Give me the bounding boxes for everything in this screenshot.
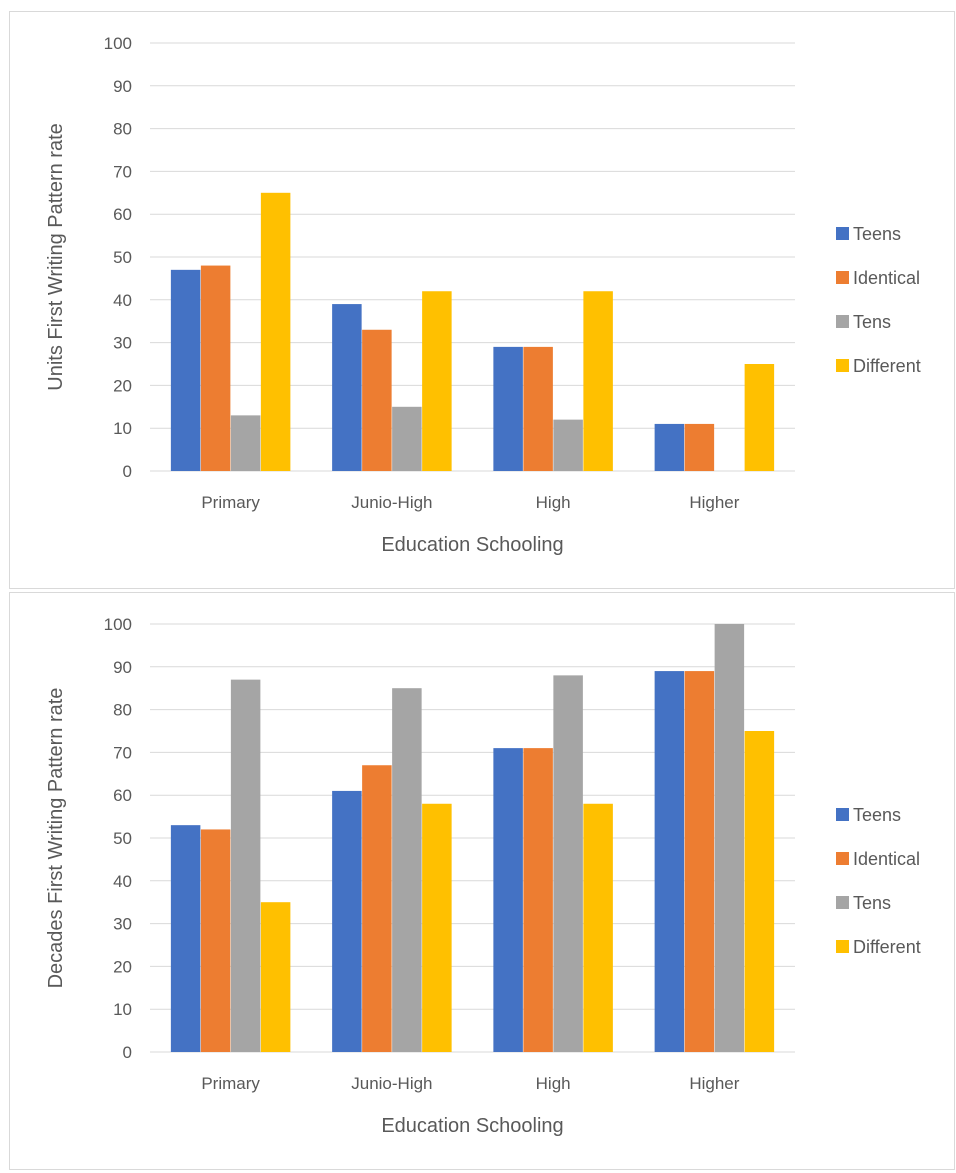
legend-label-identical: Identical: [853, 849, 920, 869]
x-tick-label: Junio-High: [351, 493, 432, 512]
y-tick-label: 10: [113, 1000, 132, 1019]
chart-panel-decades: 0 10 20 30 40 50 60 70 80 90 100 Primary Junio-High H…: [9, 592, 955, 1170]
y-tick-label: 10: [113, 419, 132, 438]
legend-label-tens: Tens: [853, 893, 891, 913]
x-axis-label: Education Schooling: [381, 1115, 563, 1137]
y-tick-label: 20: [113, 376, 132, 395]
y-tick-label: 50: [113, 829, 132, 848]
y-tick-label: 30: [113, 915, 132, 934]
y-tick-label: 100: [104, 34, 132, 53]
bar-identical-high: [523, 748, 553, 1052]
y-tick-label: 80: [113, 701, 132, 720]
legend-label-teens: Teens: [853, 805, 901, 825]
y-tick-label: 80: [113, 120, 132, 139]
decades-chart: 0 10 20 30 40 50 60 70 80 90 100 Primary Junio-High H…: [45, 615, 921, 1137]
legend-swatch-tens: [836, 315, 849, 328]
legend-label-different: Different: [853, 937, 921, 957]
y-tick-label: 30: [113, 334, 132, 353]
bar-identical-high: [523, 346, 553, 471]
legend-swatch-identical: [836, 271, 849, 284]
bar-different-higher: [744, 731, 775, 1052]
units-chart: 0 10 20 30 40 50 60 70 80 90 100 Primary Junio-High H…: [45, 34, 921, 556]
bar-teens-primary: [170, 825, 201, 1052]
x-tick-label: Primary: [201, 493, 260, 512]
bar-teens-primary: [170, 269, 201, 471]
x-tick-label: Higher: [689, 493, 739, 512]
legend-label-different: Different: [853, 356, 921, 376]
bar-teens-junio-high: [332, 790, 362, 1052]
y-tick-label: 70: [113, 162, 132, 181]
bar-tens-junio-high: [392, 688, 422, 1052]
bar-tens-higher: [714, 624, 745, 1052]
bar-tens-junio-high: [392, 406, 422, 471]
x-tick-label: Higher: [689, 1074, 739, 1093]
legend-swatch-teens: [836, 227, 849, 240]
bar-tens-high: [553, 675, 583, 1052]
bar-tens-primary: [230, 415, 261, 471]
x-tick-label: Primary: [201, 1074, 260, 1093]
bar-teens-higher: [654, 671, 685, 1052]
bar-teens-high: [493, 748, 523, 1052]
legend-swatch-different: [836, 940, 849, 953]
bar-identical-junio-high: [362, 765, 392, 1052]
y-tick-label: 100: [104, 615, 132, 634]
y-tick-label: 90: [113, 658, 132, 677]
bar-different-junio-high: [422, 803, 452, 1052]
legend-swatch-different: [836, 359, 849, 372]
bar-teens-junio-high: [332, 304, 362, 471]
y-tick-label: 0: [123, 462, 132, 481]
bar-different-high: [583, 803, 613, 1052]
y-axis-label: Units First Writing Pattern rate: [45, 123, 67, 390]
x-tick-label: High: [536, 493, 571, 512]
legend-label-tens: Tens: [853, 312, 891, 332]
chart-panel-units: 0 10 20 30 40 50 60 70 80 90 100 Primary Junio-High H…: [9, 11, 955, 589]
bar-different-primary: [260, 192, 291, 472]
bar-different-higher: [744, 364, 775, 471]
legend-swatch-identical: [836, 852, 849, 865]
y-axis-label: Decades First Writing Pattern rate: [45, 688, 67, 989]
x-tick-label: Junio-High: [351, 1074, 432, 1093]
legend-swatch-tens: [836, 896, 849, 909]
y-tick-label: 50: [113, 248, 132, 267]
y-tick-label: 60: [113, 205, 132, 224]
bar-identical-primary: [200, 829, 231, 1052]
x-tick-label: High: [536, 1074, 571, 1093]
bar-different-primary: [260, 902, 291, 1052]
bar-identical-higher: [684, 671, 715, 1052]
bar-identical-primary: [200, 265, 231, 471]
y-tick-label: 40: [113, 872, 132, 891]
bar-different-junio-high: [422, 291, 452, 471]
y-tick-label: 60: [113, 786, 132, 805]
bar-teens-higher: [654, 423, 685, 471]
legend-label-teens: Teens: [853, 224, 901, 244]
bar-identical-junio-high: [362, 329, 392, 471]
y-tick-label: 90: [113, 77, 132, 96]
bar-tens-high: [553, 419, 583, 471]
legend-swatch-teens: [836, 808, 849, 821]
y-tick-label: 40: [113, 291, 132, 310]
x-axis-label: Education Schooling: [381, 534, 563, 556]
y-tick-label: 70: [113, 743, 132, 762]
bar-teens-high: [493, 346, 523, 471]
legend-label-identical: Identical: [853, 268, 920, 288]
y-tick-label: 0: [123, 1043, 132, 1062]
bar-identical-higher: [684, 423, 715, 471]
y-tick-label: 20: [113, 957, 132, 976]
bar-different-high: [583, 291, 613, 471]
bar-tens-primary: [230, 679, 261, 1052]
